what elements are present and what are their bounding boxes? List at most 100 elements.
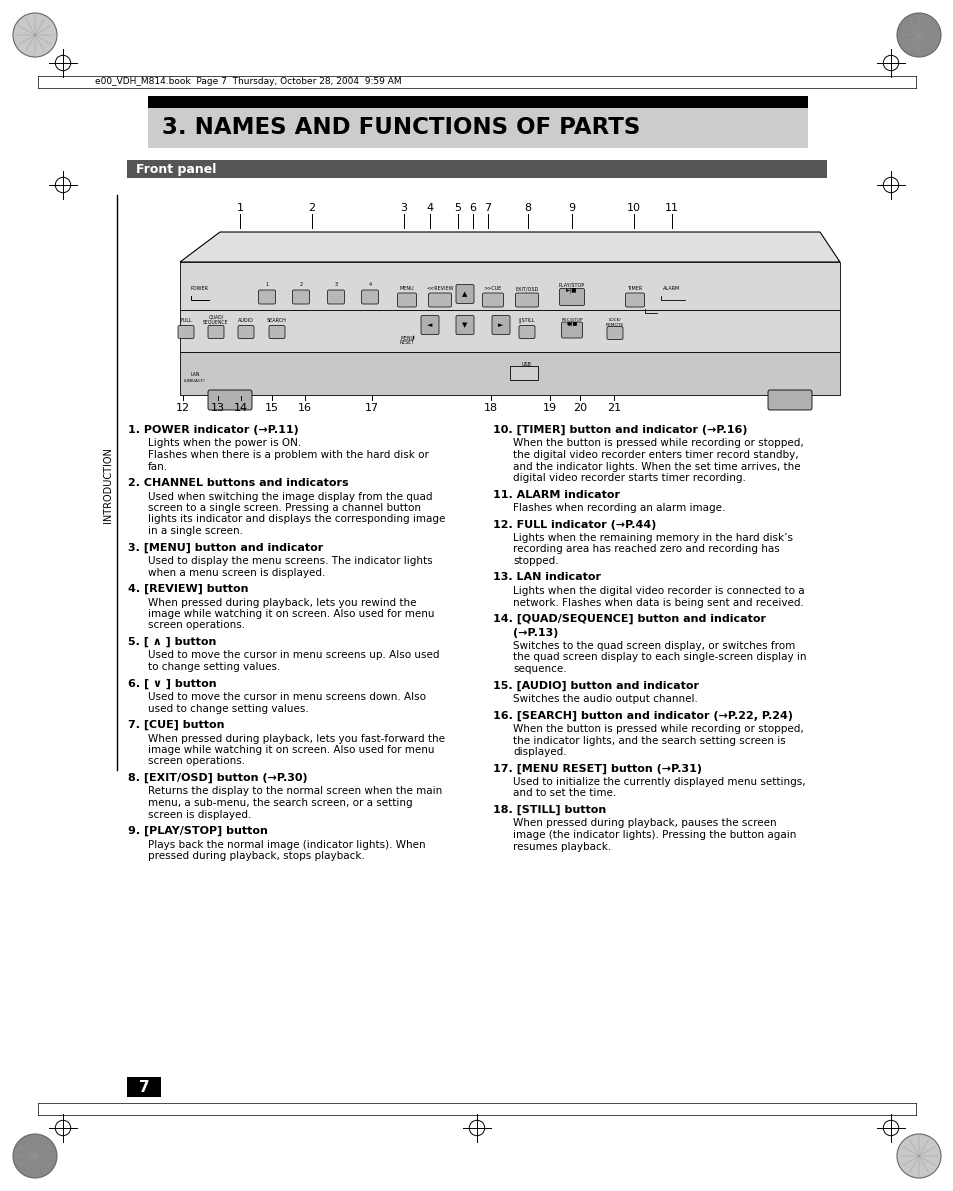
FancyBboxPatch shape (510, 366, 537, 380)
Text: 7. [CUE] button: 7. [CUE] button (128, 721, 224, 730)
Text: 18. [STILL] button: 18. [STILL] button (493, 805, 605, 816)
FancyBboxPatch shape (625, 293, 644, 307)
Text: Lights when the digital video recorder is connected to a: Lights when the digital video recorder i… (513, 586, 803, 596)
Text: screen is displayed.: screen is displayed. (148, 810, 251, 819)
Text: SEQUENCE: SEQUENCE (203, 319, 229, 324)
Text: digital video recorder starts timer recording.: digital video recorder starts timer reco… (513, 473, 745, 484)
Polygon shape (180, 232, 840, 262)
Text: 15: 15 (265, 403, 278, 413)
Text: recording area has reached zero and recording has: recording area has reached zero and reco… (513, 544, 779, 555)
Text: 7: 7 (484, 202, 491, 213)
Text: pressed during playback, stops playback.: pressed during playback, stops playback. (148, 852, 364, 861)
Text: screen operations.: screen operations. (148, 621, 245, 630)
Text: RESET: RESET (399, 341, 414, 345)
Text: ALARM: ALARM (662, 287, 679, 292)
Text: sequence.: sequence. (513, 665, 566, 674)
Text: the indicator lights, and the search setting screen is: the indicator lights, and the search set… (513, 736, 785, 746)
Text: in a single screen.: in a single screen. (148, 526, 243, 536)
Text: MENU: MENU (399, 287, 414, 292)
Text: Used to display the menu screens. The indicator lights: Used to display the menu screens. The in… (148, 556, 432, 566)
Text: 3: 3 (400, 202, 407, 213)
FancyBboxPatch shape (178, 325, 193, 338)
Text: 9. [PLAY/STOP] button: 9. [PLAY/STOP] button (128, 827, 268, 836)
Text: fan.: fan. (148, 461, 168, 472)
Text: 1. POWER indicator (→P.11): 1. POWER indicator (→P.11) (128, 425, 298, 435)
FancyBboxPatch shape (148, 108, 807, 148)
Text: REMOTE: REMOTE (605, 323, 623, 328)
Text: Switches to the quad screen display, or switches from: Switches to the quad screen display, or … (513, 641, 795, 651)
Text: Lights when the power is ON.: Lights when the power is ON. (148, 438, 301, 449)
Text: MENU: MENU (399, 336, 414, 341)
Text: AUDIO: AUDIO (238, 318, 253, 323)
Text: 5. [ ∧ ] button: 5. [ ∧ ] button (128, 637, 216, 647)
FancyBboxPatch shape (180, 353, 840, 395)
Text: the quad screen display to each single-screen display in: the quad screen display to each single-s… (513, 653, 805, 662)
FancyBboxPatch shape (420, 316, 438, 335)
Text: FULL: FULL (180, 318, 192, 323)
Text: 2: 2 (299, 282, 302, 287)
Text: screen to a single screen. Pressing a channel button: screen to a single screen. Pressing a ch… (148, 503, 420, 513)
Text: ▲: ▲ (462, 291, 467, 297)
FancyBboxPatch shape (237, 325, 253, 338)
Text: ►|■: ►|■ (566, 287, 578, 293)
Text: Used to initialize the currently displayed menu settings,: Used to initialize the currently display… (513, 777, 804, 787)
Text: Flashes when there is a problem with the hard disk or: Flashes when there is a problem with the… (148, 450, 429, 460)
Text: stopped.: stopped. (513, 556, 558, 566)
FancyBboxPatch shape (258, 289, 275, 304)
FancyBboxPatch shape (456, 316, 474, 335)
FancyBboxPatch shape (127, 1077, 161, 1097)
Text: 4. [REVIEW] button: 4. [REVIEW] button (128, 584, 248, 594)
FancyBboxPatch shape (492, 316, 510, 335)
Text: 4: 4 (426, 202, 433, 213)
Text: lights its indicator and displays the corresponding image: lights its indicator and displays the co… (148, 515, 445, 524)
FancyBboxPatch shape (180, 310, 840, 353)
Text: REC/STOP: REC/STOP (560, 318, 582, 322)
FancyBboxPatch shape (397, 293, 416, 307)
Text: When pressed during playback, lets you rewind the: When pressed during playback, lets you r… (148, 598, 416, 607)
Circle shape (896, 13, 940, 57)
Text: When pressed during playback, lets you fast-forward the: When pressed during playback, lets you f… (148, 734, 444, 743)
Text: when a menu screen is displayed.: when a menu screen is displayed. (148, 567, 325, 578)
Text: SEARCH: SEARCH (267, 318, 287, 323)
FancyBboxPatch shape (293, 289, 309, 304)
Circle shape (13, 13, 57, 57)
FancyBboxPatch shape (428, 293, 451, 307)
Text: Used when switching the image display from the quad: Used when switching the image display fr… (148, 492, 432, 501)
Text: 8: 8 (524, 202, 531, 213)
Text: 15. [AUDIO] button and indicator: 15. [AUDIO] button and indicator (493, 680, 699, 691)
Text: (→P.13): (→P.13) (513, 628, 558, 637)
Text: Switches the audio output channel.: Switches the audio output channel. (513, 694, 698, 704)
FancyBboxPatch shape (767, 389, 811, 410)
FancyBboxPatch shape (148, 96, 807, 110)
Text: displayed.: displayed. (513, 747, 566, 757)
FancyBboxPatch shape (558, 288, 584, 306)
Text: 17: 17 (365, 403, 378, 413)
FancyBboxPatch shape (361, 289, 378, 304)
FancyBboxPatch shape (456, 285, 474, 304)
Text: 3. NAMES AND FUNCTIONS OF PARTS: 3. NAMES AND FUNCTIONS OF PARTS (162, 117, 639, 139)
Text: ●|■: ●|■ (566, 320, 578, 326)
FancyBboxPatch shape (180, 262, 840, 310)
Circle shape (896, 1134, 940, 1178)
Text: 6: 6 (469, 202, 476, 213)
Text: 12. FULL indicator (→P.44): 12. FULL indicator (→P.44) (493, 519, 656, 530)
FancyBboxPatch shape (269, 325, 285, 338)
Text: POWER: POWER (191, 287, 209, 292)
Text: 10. [TIMER] button and indicator (→P.16): 10. [TIMER] button and indicator (→P.16) (493, 425, 747, 435)
Text: Plays back the normal image (indicator lights). When: Plays back the normal image (indicator l… (148, 840, 425, 849)
Text: and to set the time.: and to set the time. (513, 788, 616, 798)
Circle shape (13, 1134, 57, 1178)
Text: 7: 7 (138, 1079, 150, 1095)
Text: When the button is pressed while recording or stopped,: When the button is pressed while recordi… (513, 438, 803, 449)
Text: EXIT/OSD: EXIT/OSD (515, 287, 538, 292)
Text: LAN: LAN (190, 373, 199, 378)
Text: the digital video recorder enters timer record standby,: the digital video recorder enters timer … (513, 450, 798, 460)
Text: PLAY/STOP: PLAY/STOP (558, 282, 584, 287)
Text: 13. LAN indicator: 13. LAN indicator (493, 573, 600, 582)
Text: When the button is pressed while recording or stopped,: When the button is pressed while recordi… (513, 724, 803, 734)
Text: 21: 21 (606, 403, 620, 413)
FancyBboxPatch shape (208, 389, 252, 410)
Text: 1: 1 (265, 282, 269, 287)
Text: Used to move the cursor in menu screens up. Also used: Used to move the cursor in menu screens … (148, 650, 439, 661)
FancyBboxPatch shape (561, 322, 582, 338)
